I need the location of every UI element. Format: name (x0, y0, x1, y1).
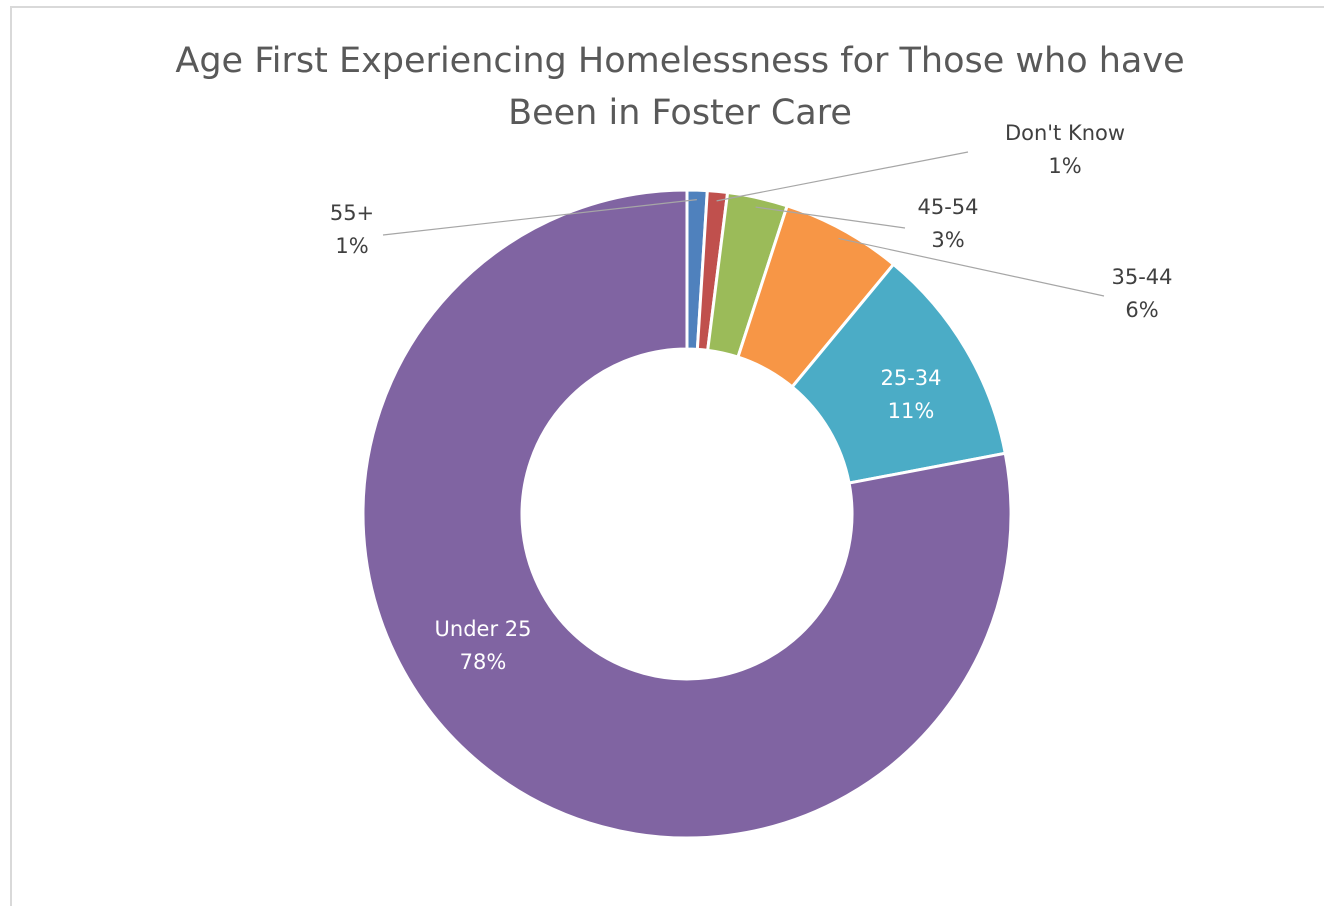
slice-value-35-44: 6% (1125, 298, 1158, 322)
slice-value-under-25: 78% (460, 650, 507, 674)
leader-line-55 (382, 199, 697, 236)
slice-value-don-t-know: 1% (1048, 154, 1081, 178)
leader-line-35-44 (838, 237, 1105, 297)
slice-value-45-54: 3% (931, 228, 964, 252)
slice-label-55: 55+ (330, 201, 374, 225)
chart-title-line-2: Been in Foster Care (508, 93, 852, 133)
chart-frame (10, 6, 1324, 906)
slice-label-don-t-know: Don't Know (1005, 121, 1125, 145)
leader-line-45-54 (755, 206, 906, 229)
slice-label-under-25: Under 25 (435, 617, 532, 641)
slice-label-25-34: 25-34 (880, 366, 941, 390)
chart-title-line-1: Age First Experiencing Homelessness for … (175, 41, 1185, 81)
donut-chart: 55+ 1% Don't Know 1% 45-54 3% 35-44 6% 25-34 11% U… (330, 121, 1173, 840)
slice-label-35-44: 35-44 (1111, 265, 1172, 289)
leader-lines (382, 151, 1105, 297)
leader-line-don-t-know (716, 151, 969, 202)
slice-value-25-34: 11% (888, 399, 935, 423)
slice-under-25 (361, 188, 1013, 840)
slice-value-55: 1% (335, 234, 368, 258)
slice-labels: 55+ 1% Don't Know 1% 45-54 3% 35-44 6% 25-34 11% U… (330, 121, 1173, 674)
slice-label-45-54: 45-54 (917, 195, 978, 219)
donut-slices (361, 188, 1013, 840)
